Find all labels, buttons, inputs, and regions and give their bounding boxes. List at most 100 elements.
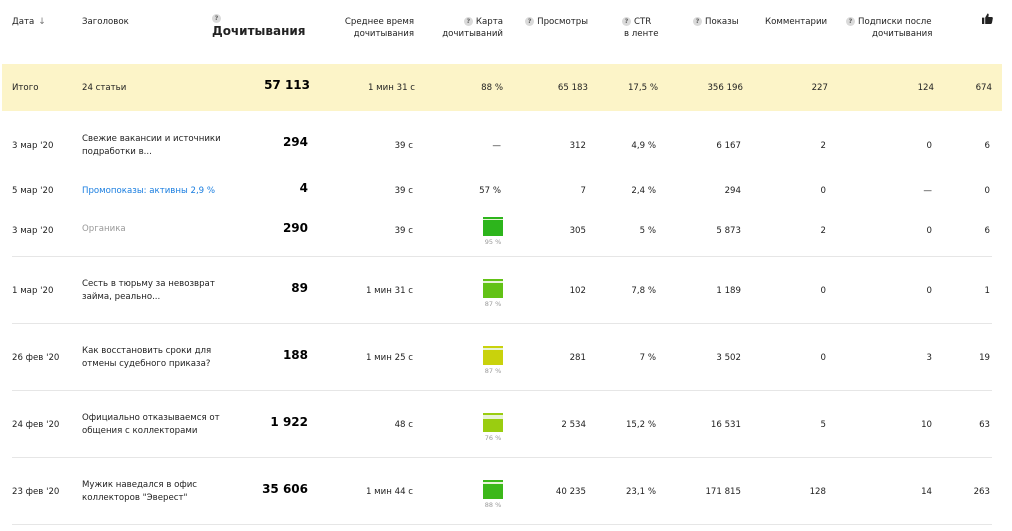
row-subscriptions: 10 bbox=[921, 420, 932, 430]
row-comments: 0 bbox=[820, 186, 826, 196]
row-avg-time: 1 мин 25 с bbox=[365, 353, 413, 363]
help-icon[interactable]: ? bbox=[846, 17, 855, 26]
row-impressions: 1 189 bbox=[716, 286, 741, 296]
column-reads-label: Дочитывания bbox=[212, 24, 306, 38]
total-row: Итого 24 статьи 57 113 1 мин 31 с 88 % 6… bbox=[2, 64, 1002, 111]
help-icon[interactable]: ? bbox=[212, 14, 221, 23]
column-subscriptions-header[interactable]: ? Подписки после дочитывания bbox=[846, 16, 932, 40]
help-icon[interactable]: ? bbox=[693, 17, 702, 26]
read-map-bar bbox=[483, 279, 503, 298]
table-row[interactable]: 1 мар '20 Сесть в тюрьму за невозврат за… bbox=[0, 257, 1012, 323]
read-map-percent: 87 % bbox=[484, 367, 502, 375]
read-map-chart[interactable]: 87 % bbox=[483, 346, 503, 375]
article-title-link[interactable]: Как восстановить сроки для отмены судебн… bbox=[82, 346, 212, 369]
row-impressions: 3 502 bbox=[716, 353, 741, 363]
table-row[interactable]: 23 фев '20 Мужик наведался в офис коллек… bbox=[0, 458, 1012, 524]
read-map-chart[interactable]: 88 % bbox=[483, 480, 503, 509]
row-comments: 128 bbox=[809, 487, 826, 497]
row-likes: 6 bbox=[984, 226, 990, 236]
table-row-organic: 3 мар '20 Органика 290 39 с 95 % 305 5 %… bbox=[0, 204, 1012, 256]
row-date: 26 фев '20 bbox=[12, 353, 60, 363]
column-impressions-header[interactable]: ? Показы bbox=[693, 16, 739, 28]
column-read-map-header[interactable]: ? Карта дочитываний bbox=[420, 16, 503, 40]
column-date-header[interactable]: Дата ↓ bbox=[12, 16, 46, 28]
row-reads: 188 bbox=[282, 348, 308, 362]
row-reads: 35 606 bbox=[262, 482, 308, 496]
row-views: 312 bbox=[569, 141, 586, 151]
column-date-label: Дата bbox=[12, 17, 35, 27]
row-subscriptions: 3 bbox=[926, 353, 932, 363]
row-views: 281 bbox=[569, 353, 586, 363]
avg-time-label-line2: дочитывания bbox=[353, 29, 414, 39]
table-row[interactable]: 24 фев '20 Официально отказываемся от об… bbox=[0, 391, 1012, 457]
column-reads-header[interactable]: ?Дочитывания bbox=[212, 13, 310, 39]
row-avg-time: 1 мин 31 с bbox=[365, 286, 413, 296]
promo-link[interactable]: Промопоказы: активны 2,9 % bbox=[82, 186, 216, 196]
ctr-label-line2: в ленте bbox=[624, 29, 659, 39]
organic-label: Органика bbox=[82, 224, 126, 234]
column-avg-time-header: Среднее время дочитывания bbox=[318, 16, 414, 40]
row-date: 23 фев '20 bbox=[12, 487, 60, 497]
read-map-chart[interactable]: 87 % bbox=[483, 279, 503, 308]
row-likes: 6 bbox=[984, 141, 990, 151]
row-date: 1 мар '20 bbox=[12, 286, 54, 296]
row-ctr: 23,1 % bbox=[625, 487, 656, 497]
row-ctr: 5 % bbox=[639, 226, 656, 236]
total-impressions: 356 196 bbox=[707, 83, 743, 93]
help-icon[interactable]: ? bbox=[463, 17, 473, 26]
row-likes: 19 bbox=[979, 353, 990, 363]
row-likes: 0 bbox=[984, 186, 990, 196]
read-map-bar bbox=[483, 346, 503, 365]
row-likes: 63 bbox=[979, 420, 990, 430]
row-read-map: — bbox=[492, 141, 501, 151]
read-map-label-line2: дочитываний bbox=[442, 29, 503, 39]
row-comments: 5 bbox=[820, 420, 826, 430]
row-impressions: 16 531 bbox=[710, 420, 741, 430]
read-map-percent: 87 % bbox=[484, 300, 502, 308]
column-ctr-header[interactable]: ? CTR в ленте bbox=[622, 16, 659, 40]
read-map-bar bbox=[483, 413, 503, 432]
row-divider bbox=[12, 524, 992, 525]
column-title-header: Заголовок bbox=[82, 17, 129, 27]
read-map-chart[interactable]: 95 % bbox=[483, 217, 503, 246]
row-impressions: 171 815 bbox=[705, 487, 741, 497]
row-comments: 2 bbox=[820, 226, 826, 236]
row-views: 2 534 bbox=[561, 420, 586, 430]
subscriptions-label-line1: Подписки после bbox=[858, 17, 932, 27]
row-ctr: 4,9 % bbox=[631, 141, 656, 151]
total-comments: 227 bbox=[811, 83, 828, 93]
row-subscriptions: — bbox=[923, 186, 932, 196]
column-views-header[interactable]: ? Просмотры bbox=[506, 16, 588, 28]
row-reads: 294 bbox=[282, 135, 308, 149]
article-title-link[interactable]: Свежие вакансии и источники подработки в… bbox=[82, 134, 221, 157]
read-map-chart[interactable]: 76 % bbox=[483, 413, 503, 442]
avg-time-label-line1: Среднее время bbox=[344, 17, 414, 27]
table-row[interactable]: 26 фев '20 Как восстановить сроки для от… bbox=[0, 324, 1012, 390]
table-row[interactable]: 3 мар '20 Свежие вакансии и источники по… bbox=[0, 112, 1012, 176]
total-read-map: 88 % bbox=[481, 83, 503, 93]
row-comments: 0 bbox=[820, 286, 826, 296]
read-map-percent: 88 % bbox=[484, 501, 502, 509]
total-likes: 674 bbox=[975, 83, 992, 93]
article-title-link[interactable]: Мужик наведался в офис коллекторов "Эвер… bbox=[82, 480, 198, 503]
row-impressions: 5 873 bbox=[716, 226, 741, 236]
row-reads: 1 922 bbox=[270, 415, 308, 429]
article-title-link[interactable]: Сесть в тюрьму за невозврат займа, реаль… bbox=[82, 279, 215, 302]
row-ctr: 15,2 % bbox=[625, 420, 656, 430]
help-icon[interactable]: ? bbox=[622, 17, 631, 26]
row-views: 40 235 bbox=[555, 487, 586, 497]
row-divider bbox=[12, 323, 992, 324]
total-avg-time: 1 мин 31 с bbox=[367, 83, 415, 93]
total-subscriptions: 124 bbox=[917, 83, 934, 93]
help-icon[interactable]: ? bbox=[525, 17, 535, 26]
ctr-label-line1: CTR bbox=[634, 17, 652, 27]
row-reads: 89 bbox=[291, 281, 308, 295]
sort-arrow-down-icon[interactable]: ↓ bbox=[38, 17, 46, 27]
subscriptions-label-line2: дочитывания bbox=[872, 29, 933, 39]
article-title-link[interactable]: Официально отказываемся от общения с кол… bbox=[82, 413, 220, 436]
row-date: 3 мар '20 bbox=[12, 226, 54, 236]
column-comments-header: Комментарии bbox=[765, 17, 828, 27]
total-reads: 57 113 bbox=[264, 78, 310, 92]
row-date: 5 мар '20 bbox=[12, 186, 54, 196]
row-impressions: 294 bbox=[724, 186, 741, 196]
